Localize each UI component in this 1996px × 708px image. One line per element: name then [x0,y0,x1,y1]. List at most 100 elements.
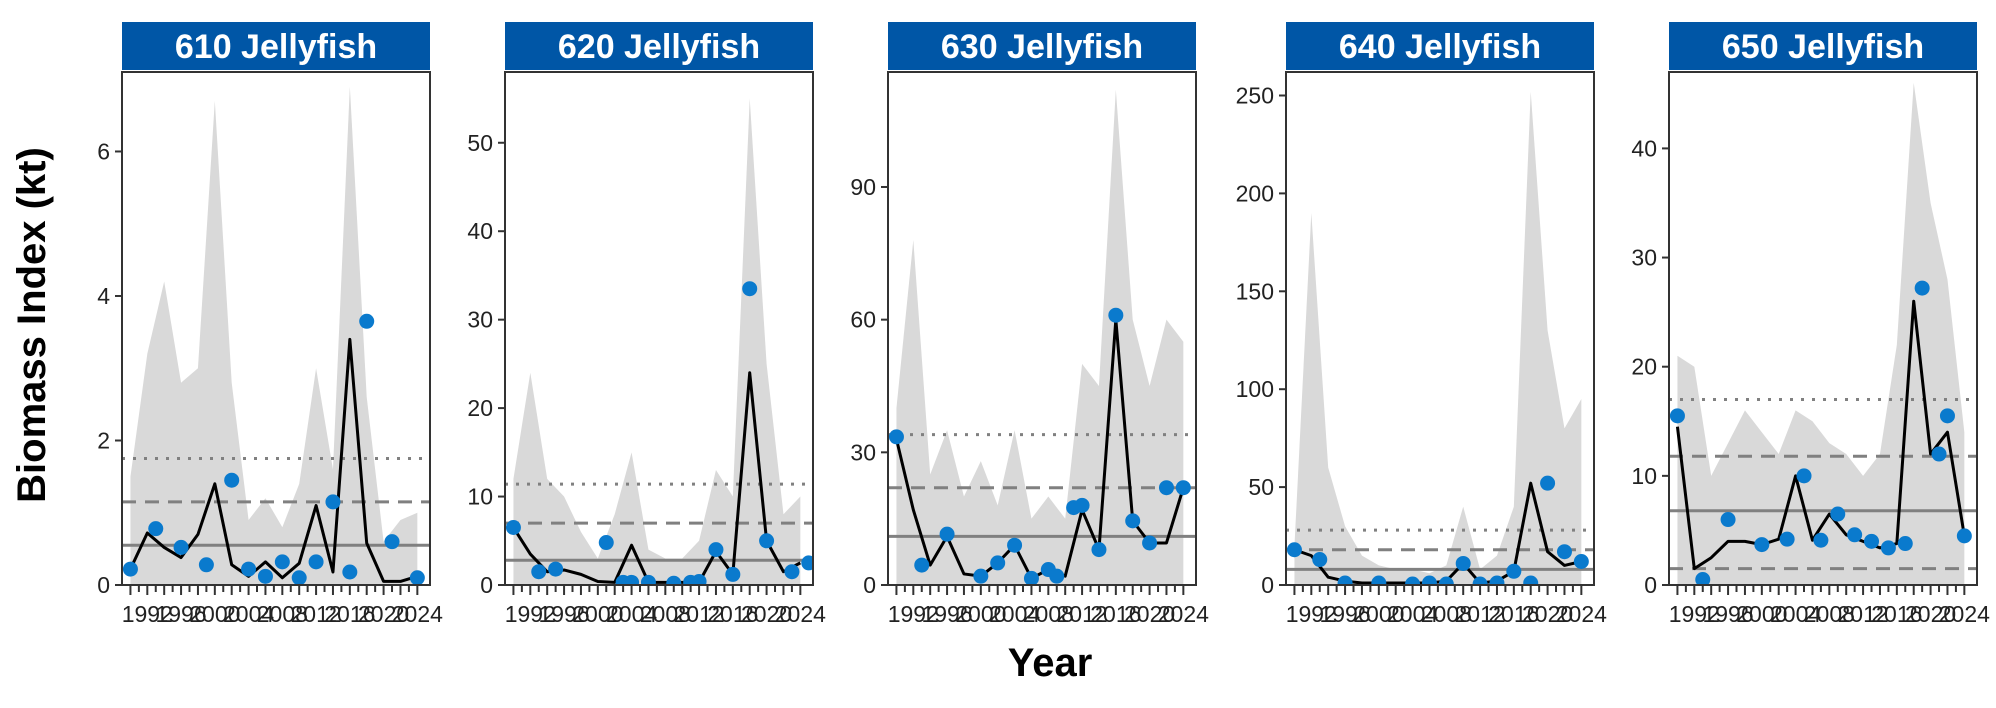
panels: 610 Jellyfish024619921996200020042008201… [97,22,1990,627]
confidence-ribbon [513,98,801,585]
plot-area [505,98,813,585]
data-point [1421,575,1437,585]
x-tick-label: 2012 [290,601,341,627]
data-point [1796,468,1812,484]
data-point [888,429,904,445]
confidence-ribbon [896,89,1184,585]
x-tick-label: 2008 [640,601,691,627]
data-point [1573,554,1589,570]
confidence-ribbon [1677,82,1965,585]
data-point [1540,475,1556,491]
x-tick-label: 2004 [223,601,274,627]
data-point [914,557,930,573]
panel-frame [121,71,431,586]
data-point [198,557,214,573]
data-point [1371,575,1387,585]
y-tick-label: 50 [1248,474,1274,500]
data-point [325,494,341,510]
panel-strip [1286,22,1594,70]
x-tick-label: 1996 [155,601,206,627]
data-point [666,575,682,585]
data-point [1779,531,1795,547]
plot-area [1286,91,1594,585]
panel-4: 640 Jellyfish 0 50 100 150 200 250 199219962000… [1236,22,1607,627]
x-tick-label: 2020 [358,601,409,627]
x-tick-label: 2016 [1090,601,1141,627]
panel-strip [122,22,430,70]
x-tick-label: 2004 [989,601,1040,627]
panel-frame [504,71,814,586]
y-tick-label: 150 [1236,278,1274,304]
y-tick-label: 50 [467,130,493,156]
data-point [359,313,375,329]
y-tick-label: 6 [97,138,110,164]
data-point [173,539,189,555]
x-tick-label: 2012 [1454,601,1505,627]
panel-5: 650 Jellyfish010203040199219962000200420… [1631,22,1990,627]
x-tick-label: 2000 [572,601,623,627]
data-point [505,520,521,536]
data-point [1125,513,1141,529]
x-tick-label: 2020 [741,601,792,627]
y-tick-label: 0 [97,572,110,598]
data-point [1108,307,1124,323]
plot-area [122,86,430,585]
panel-strip [1669,22,1977,70]
y-tick-label: 30 [1631,245,1657,271]
panel-strip [888,22,1196,70]
x-axis-title: Year [1008,641,1093,685]
y-axis-title: Biomass Index (kt) [10,147,54,503]
x-tick-label: 2000 [1736,601,1787,627]
data-point [691,573,707,585]
data-point [1175,480,1191,496]
x-tick-label: 2016 [1488,601,1539,627]
data-point [308,554,324,570]
data-point [1931,446,1947,462]
x-tick-label: 1992 [888,601,939,627]
x-tick-label: 2008 [1023,601,1074,627]
x-tick-label: 2016 [1871,601,1922,627]
x-tick-label: 1992 [122,601,173,627]
y-tick-label: 0 [863,572,876,598]
data-point [1523,575,1539,585]
data-point [548,561,564,577]
y-tick-label: 30 [467,307,493,333]
data-point [1158,480,1174,496]
panel-strip [505,22,813,70]
confidence-ribbon [1294,91,1582,585]
data-point [784,564,800,580]
data-point [1669,408,1685,424]
data-point [1337,575,1353,585]
y-tick-label: 0 [1261,572,1274,598]
x-tick-label: 2024 [1556,601,1607,627]
data-point [708,542,724,558]
data-point [1830,506,1846,522]
y-tick-label: 90 [850,174,876,200]
x-tick-label: 1992 [1669,601,1720,627]
x-tick-label: 1996 [1702,601,1753,627]
x-tick-label: 2008 [257,601,308,627]
data-point [1023,570,1039,585]
data-point [1438,576,1454,585]
panel-title: 640 Jellyfish [1339,28,1541,66]
data-point [1864,533,1880,549]
data-point [1914,280,1930,296]
data-point [122,561,138,577]
fit-line [129,337,418,583]
y-tick-label: 20 [1631,354,1657,380]
x-tick-label: 2008 [1421,601,1472,627]
panel-title: 650 Jellyfish [1722,28,1924,66]
y-tick-label: 10 [1631,463,1657,489]
y-tick-label: 2 [97,427,110,453]
confidence-ribbon [130,86,418,585]
data-point [1489,575,1505,585]
x-tick-label: 2000 [955,601,1006,627]
x-tick-label: 2012 [1837,601,1888,627]
y-tick-label: 40 [1631,135,1657,161]
y-tick-label: 60 [850,307,876,333]
x-tick-label: 2012 [673,601,724,627]
x-tick-label: 2020 [1124,601,1175,627]
data-point [1007,537,1023,553]
data-point [742,281,758,297]
